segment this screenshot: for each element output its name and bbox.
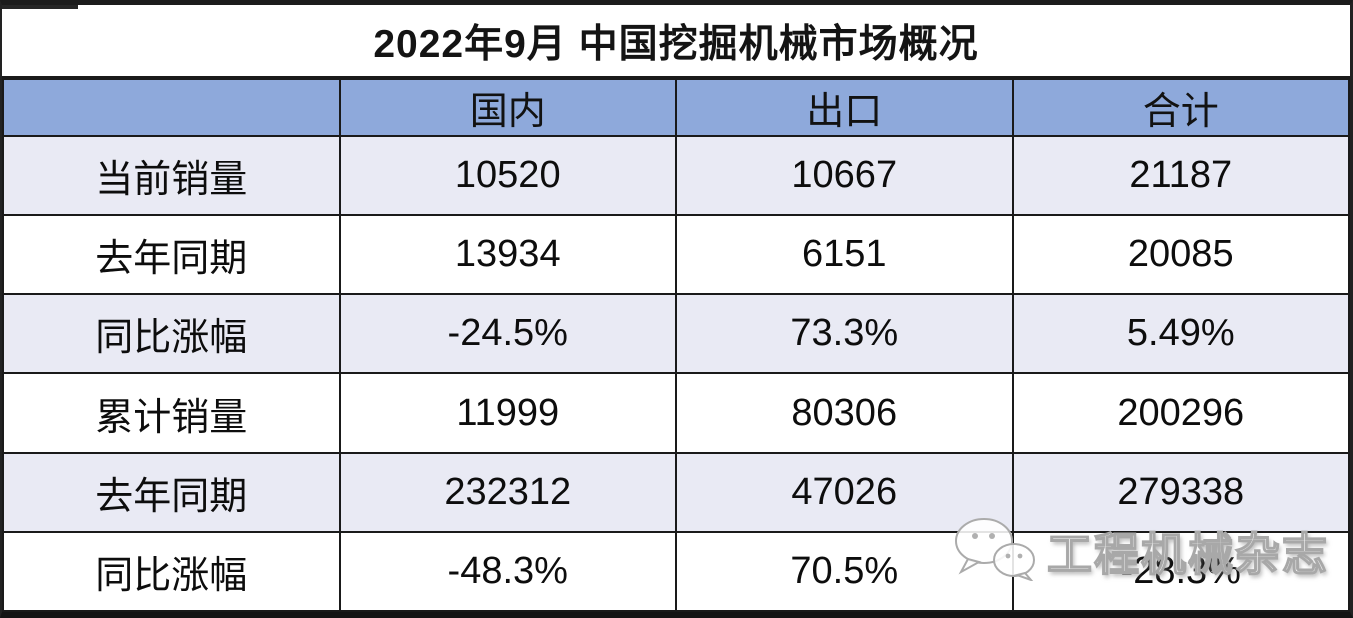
data-cell: 200296: [1011, 372, 1350, 454]
row-label-cell: 同比涨幅: [2, 530, 341, 612]
data-cell: 21187: [1011, 134, 1350, 217]
data-cell: 10667: [675, 134, 1014, 217]
top-left-border-mark: [2, 5, 78, 9]
data-cell: 13934: [338, 214, 677, 296]
header-row: 国内 出口 合计: [2, 78, 1350, 137]
header-cell-total: 合计: [1011, 78, 1350, 137]
data-cell: -28.3%: [1011, 530, 1350, 612]
data-cell: 6151: [675, 214, 1014, 296]
table-row: 同比涨幅 -24.5% 73.3% 5.49%: [2, 293, 1350, 375]
row-label-cell: 去年同期: [2, 451, 341, 533]
market-data-table: 国内 出口 合计 当前销量 10520 10667 21187 去年同期 139…: [2, 78, 1350, 612]
data-cell: 80306: [675, 372, 1014, 454]
row-label-cell: 同比涨幅: [2, 293, 341, 375]
header-cell-export: 出口: [675, 78, 1014, 137]
data-cell: 232312: [338, 451, 677, 533]
data-cell: 279338: [1011, 451, 1350, 533]
data-cell: 11999: [338, 372, 677, 454]
data-cell: 73.3%: [675, 293, 1014, 375]
row-label-cell: 累计销量: [2, 372, 341, 454]
row-label-cell: 当前销量: [2, 134, 341, 217]
row-label-cell: 去年同期: [2, 214, 341, 296]
header-cell-empty: [2, 78, 341, 137]
data-cell: 70.5%: [675, 530, 1014, 612]
data-cell: -48.3%: [338, 530, 677, 612]
table-row: 当前销量 10520 10667 21187: [2, 134, 1350, 217]
header-cell-domestic: 国内: [338, 78, 677, 137]
table-row: 累计销量 11999 80306 200296: [2, 372, 1350, 454]
table-row: 同比涨幅 -48.3% 70.5% -28.3%: [2, 530, 1350, 612]
data-cell: 5.49%: [1011, 293, 1350, 375]
data-cell: 10520: [338, 134, 677, 217]
table-row: 去年同期 232312 47026 279338: [2, 451, 1350, 533]
table-row: 去年同期 13934 6151 20085: [2, 214, 1350, 296]
table-title: 2022年9月 中国挖掘机械市场概况: [2, 5, 1350, 78]
data-cell: 20085: [1011, 214, 1350, 296]
data-cell: -24.5%: [338, 293, 677, 375]
data-cell: 47026: [675, 451, 1014, 533]
